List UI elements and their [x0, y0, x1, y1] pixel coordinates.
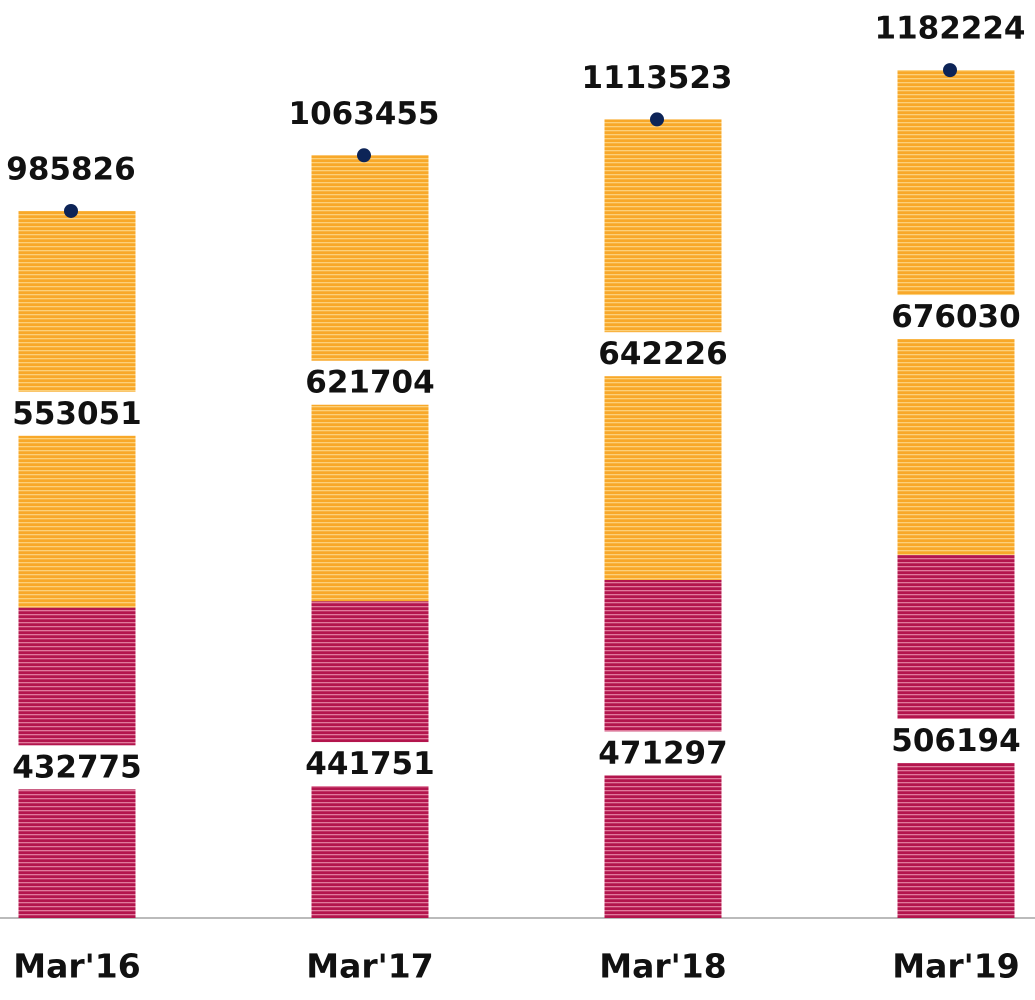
- total-label: 985826: [6, 151, 135, 187]
- total-label: 1063455: [289, 96, 440, 132]
- x-tick-label: Mar'17: [306, 947, 433, 986]
- total-label: 1182224: [875, 11, 1026, 47]
- value-label: 432775: [12, 749, 141, 785]
- total-label: 1113523: [582, 60, 733, 96]
- x-tick-label: Mar'16: [13, 947, 140, 986]
- x-tick-label: Mar'18: [599, 947, 726, 986]
- value-label: 441751: [305, 746, 434, 782]
- total-marker: [357, 148, 371, 162]
- total-marker: [64, 204, 78, 218]
- value-label: 553051: [12, 396, 141, 432]
- value-label: 621704: [305, 365, 434, 401]
- x-tick-label: Mar'19: [892, 947, 1019, 986]
- value-label: 676030: [891, 299, 1020, 335]
- value-label: 471297: [598, 735, 727, 771]
- chart: 432775 553051 985826 Mar'16 441751 621704 1063…: [0, 0, 1035, 995]
- total-marker: [650, 112, 664, 126]
- value-label: 642226: [598, 336, 727, 372]
- total-marker: [943, 63, 957, 77]
- value-label: 506194: [891, 723, 1020, 759]
